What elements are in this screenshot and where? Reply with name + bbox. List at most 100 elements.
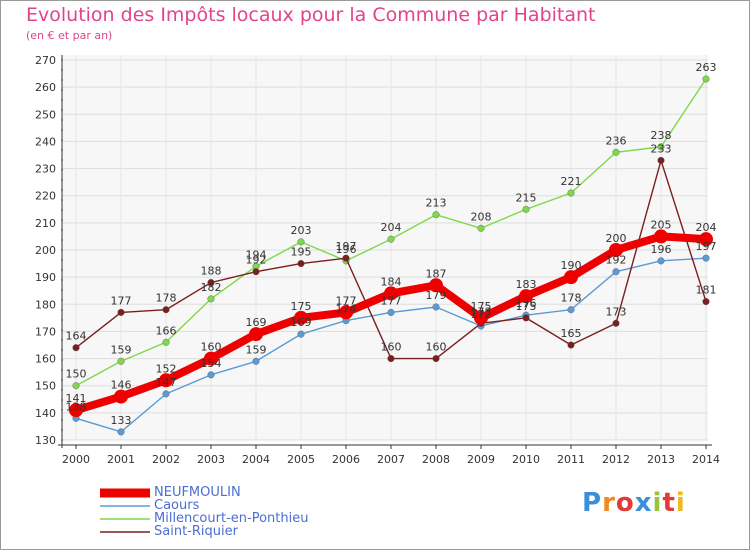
data-label: 152 [156,362,177,375]
data-label: 196 [651,243,672,256]
data-point [654,229,668,244]
y-tick-label: 170 [35,325,56,338]
data-label: 197 [336,240,357,253]
data-label: 159 [111,343,132,356]
data-label: 194 [246,248,267,261]
data-label: 146 [111,379,132,392]
data-point [339,305,353,320]
data-point [162,390,170,398]
data-point [69,403,83,418]
data-point [297,238,305,246]
data-label: 183 [516,278,537,291]
data-point [297,330,305,338]
x-tick-label: 2005 [287,453,315,466]
data-label: 141 [66,392,87,405]
data-point [522,205,530,213]
data-point [657,257,665,265]
data-label: 197 [696,240,717,253]
data-label: 175 [471,300,492,313]
data-point [114,389,128,404]
chart-title: Evolution des Impôts locaux pour la Comm… [26,4,596,26]
x-tick-label: 2006 [332,453,360,466]
data-point [564,270,578,285]
data-label: 188 [201,265,222,278]
data-label: 177 [336,294,357,307]
data-point [162,338,170,346]
x-tick-label: 2011 [557,453,585,466]
y-tick-label: 150 [35,380,56,393]
y-tick-label: 220 [35,190,56,203]
data-label: 166 [156,324,177,337]
y-tick-label: 230 [35,163,56,176]
data-point [72,344,80,352]
data-point [387,308,395,316]
data-label: 176 [516,297,537,310]
data-point [252,268,260,276]
data-point [252,357,260,365]
data-label: 196 [336,243,357,256]
data-point [162,306,170,314]
y-tick-label: 180 [35,298,56,311]
data-point [474,310,488,325]
data-label: 238 [651,129,672,142]
y-tick-label: 260 [35,81,56,94]
data-label: 177 [111,294,132,307]
data-label: 154 [201,357,222,370]
data-label: 221 [561,175,582,188]
data-label: 263 [696,61,717,74]
y-tick-label: 210 [35,217,56,230]
data-point [294,310,308,325]
y-tick-label: 270 [35,54,56,67]
data-label: 169 [291,316,312,329]
data-label: 181 [696,284,717,297]
data-label: 203 [291,224,312,237]
data-label: 178 [156,292,177,305]
data-point [699,232,713,247]
data-point [204,351,218,366]
data-point [159,373,173,388]
data-point [207,371,215,379]
data-point [519,289,533,304]
x-tick-label: 2001 [107,453,135,466]
data-label: 159 [246,343,267,356]
data-label: 160 [201,341,222,354]
data-point [384,286,398,301]
x-tick-label: 2004 [242,453,270,466]
data-label: 182 [201,281,222,294]
legend-label: Millencourt-en-Ponthieu [154,511,309,526]
data-point [567,341,575,349]
data-label: 179 [426,289,447,302]
data-label: 200 [606,232,627,245]
data-label: 164 [66,330,87,343]
data-label: 192 [246,254,267,267]
data-point [522,314,530,322]
data-label: 175 [516,300,537,313]
x-tick-label: 2014 [692,453,720,466]
data-point [432,211,440,219]
x-tick-label: 2000 [62,453,90,466]
x-tick-label: 2010 [512,453,540,466]
data-point [117,357,125,365]
data-label: 204 [696,221,717,234]
data-label: 138 [66,400,87,413]
data-label: 160 [381,341,402,354]
data-label: 215 [516,191,537,204]
legend-label: Saint-Riquier [154,524,238,539]
data-point [429,278,443,293]
data-point [432,303,440,311]
data-label: 205 [651,218,672,231]
data-label: 133 [111,414,132,427]
data-point [702,75,710,83]
data-label: 150 [66,368,87,381]
data-point [387,355,395,363]
proxiti-logo: Proxiti [582,488,686,518]
x-tick-label: 2007 [377,453,405,466]
data-label: 233 [651,142,672,155]
data-label: 147 [156,376,177,389]
data-label: 213 [426,197,447,210]
data-label: 204 [381,221,402,234]
x-tick-label: 2009 [467,453,495,466]
y-tick-label: 190 [35,271,56,284]
y-tick-label: 140 [35,407,56,420]
